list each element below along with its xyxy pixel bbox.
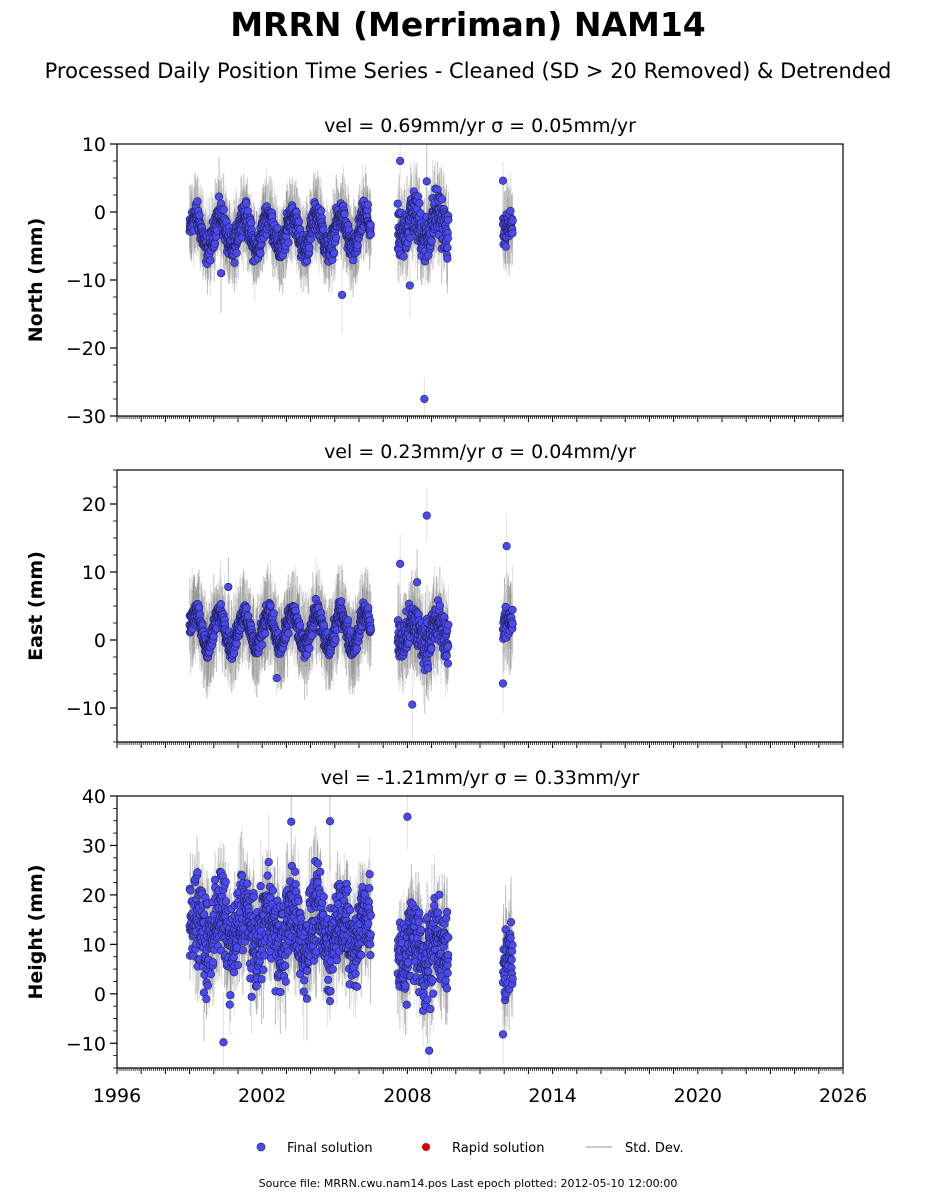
data-point: [352, 644, 362, 653]
data-point: [501, 242, 510, 251]
data-point: [305, 243, 314, 252]
data-point: [331, 635, 340, 644]
data-point: [393, 199, 402, 208]
data-point: [508, 216, 517, 225]
data-point: [206, 256, 215, 265]
y-tick-label: −10: [66, 270, 106, 292]
data-point: [284, 629, 293, 638]
data-point: [261, 629, 270, 638]
data-point: [427, 236, 436, 246]
data-point: [346, 626, 355, 635]
data-point: [266, 601, 275, 610]
data-point: [413, 192, 423, 201]
data-point: [437, 195, 446, 204]
data-point: [444, 215, 453, 225]
figure-subtitle: Processed Daily Position Time Series - C…: [45, 59, 892, 83]
axes-frame: [116, 143, 844, 417]
data-point: [336, 597, 346, 606]
data-point: [399, 252, 408, 261]
data-point: [256, 249, 265, 258]
data-point: [219, 205, 228, 214]
data-point: [232, 248, 241, 258]
y-tick-label: −30: [66, 406, 106, 428]
data-point: [317, 206, 326, 216]
data-point: [242, 199, 251, 208]
data-point: [343, 616, 353, 625]
std-dev-bars: [189, 144, 514, 416]
data-point: [257, 640, 266, 649]
y-tick-label: −20: [66, 338, 106, 360]
plot-area: [185, 488, 517, 742]
data-point: [366, 220, 375, 230]
y-axis-label: North (mm): [25, 218, 47, 343]
figure-title: MRRN (Merriman) NAM14: [230, 5, 706, 44]
data-point: [508, 229, 517, 238]
data-point: [308, 631, 317, 640]
data-point: [443, 254, 452, 263]
data-point: [214, 192, 224, 201]
data-point: [296, 621, 305, 630]
data-point: [331, 233, 341, 243]
data-point: [216, 269, 226, 278]
data-point: [195, 211, 204, 220]
data-point: [415, 199, 424, 208]
data-point: [269, 609, 278, 618]
data-point: [284, 238, 293, 247]
data-point: [230, 258, 239, 267]
data-point: [420, 394, 429, 404]
data-point: [330, 248, 339, 258]
data-point: [422, 177, 431, 186]
data-point: [349, 256, 358, 265]
data-point: [305, 644, 314, 653]
data-point: [244, 611, 253, 621]
data-point: [443, 243, 452, 252]
data-point: [364, 603, 373, 612]
x-ticks: [116, 416, 844, 422]
data-points: [185, 511, 517, 709]
panel-1: −30 −20 −10 0 10 vel = 0.69mm/yr σ = 0.05mm/y…: [25, 115, 844, 428]
data-point: [353, 241, 362, 250]
y-tick-label: 10: [82, 134, 106, 156]
data-point: [405, 281, 414, 290]
data-point: [242, 603, 251, 613]
data-point: [506, 206, 515, 216]
panel-title: vel = 0.69mm/yr σ = 0.05mm/yr: [324, 115, 636, 137]
data-point: [405, 233, 414, 242]
data-point: [247, 218, 256, 227]
data-point: [194, 603, 204, 612]
panels: −30 −20 −10 0 10 vel = 0.69mm/yr σ = 0.05mm/y…: [25, 115, 867, 1107]
data-point: [319, 621, 329, 630]
data-point: [366, 230, 375, 239]
data-point: [498, 176, 508, 185]
data-point: [216, 600, 225, 609]
data-point: [363, 200, 372, 209]
data-point: [366, 624, 375, 634]
data-point: [396, 156, 405, 166]
y-ticks: −30 −20 −10 0 10: [66, 134, 117, 428]
data-point: [337, 290, 347, 300]
data-point: [291, 606, 300, 615]
data-point: [210, 239, 220, 248]
data-point: [416, 209, 425, 218]
data-points: [185, 156, 517, 404]
data-point: [193, 197, 202, 206]
data-point: [340, 209, 349, 218]
data-point: [443, 234, 453, 243]
y-tick-label: 0: [94, 202, 106, 224]
plot-area: [185, 144, 517, 416]
data-point: [195, 610, 204, 619]
data-point: [232, 639, 241, 648]
data-point: [294, 217, 304, 226]
